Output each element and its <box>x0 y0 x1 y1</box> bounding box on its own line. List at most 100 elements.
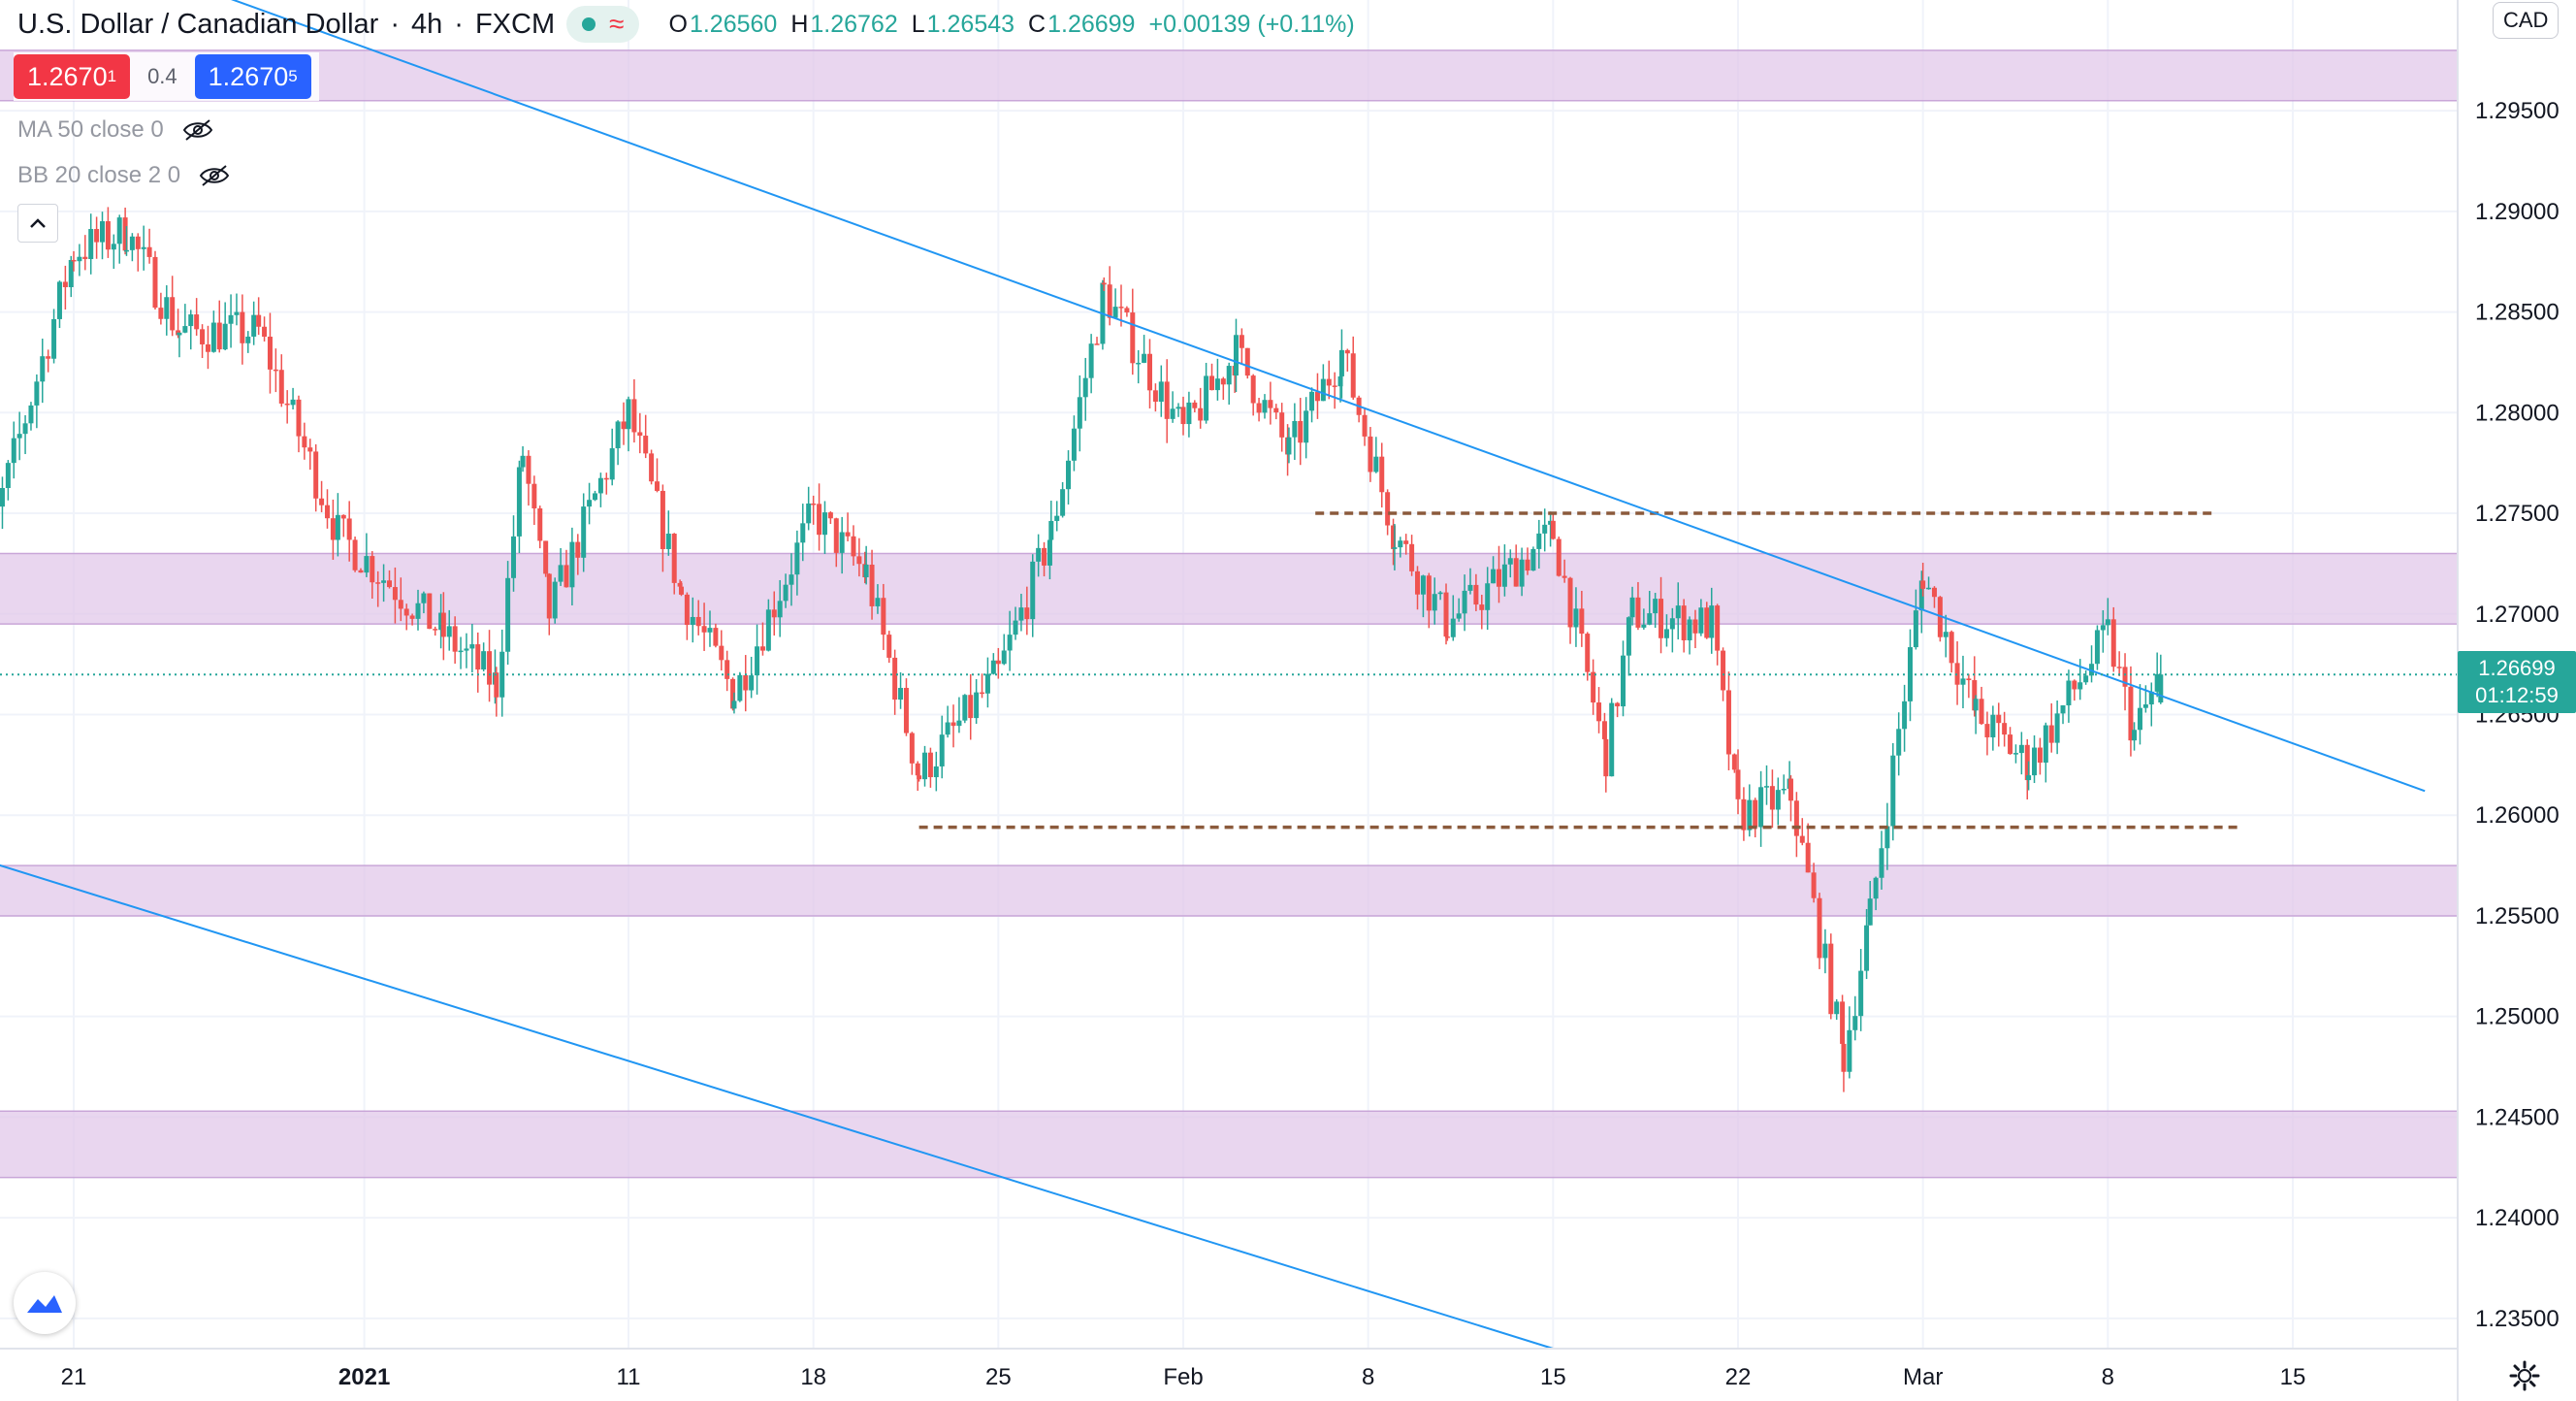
candle-body <box>1601 721 1607 739</box>
close-value: 1.26699 <box>1047 10 1136 38</box>
currency-badge[interactable]: CAD <box>2493 2 2560 39</box>
tradingview-logo-button[interactable] <box>14 1272 76 1334</box>
candle-body <box>1048 520 1054 540</box>
candle-body <box>1001 650 1007 665</box>
candle-body <box>46 356 51 359</box>
candle-body <box>1596 702 1602 722</box>
candle-body <box>856 556 862 565</box>
candle-body <box>1954 663 1960 685</box>
candle-body <box>1220 378 1226 385</box>
collapse-legend-button[interactable] <box>17 204 58 243</box>
candle-body <box>922 752 928 780</box>
candle-body <box>452 626 458 652</box>
candle-body <box>1687 619 1692 640</box>
candle-body <box>839 532 845 553</box>
candle-body <box>1344 349 1350 354</box>
candle-body <box>440 612 446 637</box>
candle-body <box>1913 610 1918 648</box>
candle-body <box>1731 754 1737 770</box>
candle-body <box>1787 778 1793 801</box>
candle-body <box>917 775 922 780</box>
candle-body <box>2132 730 2138 741</box>
candle-body <box>945 722 950 735</box>
eye-off-icon[interactable] <box>181 118 214 142</box>
candle-body <box>234 311 240 315</box>
candle-body <box>2142 704 2148 708</box>
low-value: 1.26543 <box>926 10 1015 38</box>
candle-body <box>939 734 945 766</box>
candle-body <box>1368 436 1373 472</box>
horizontal-levels <box>918 511 2240 830</box>
candle-body <box>1256 403 1262 413</box>
chart-settings-button[interactable] <box>2505 1356 2544 1395</box>
candle-body <box>2032 747 2038 776</box>
eye-off-icon[interactable] <box>198 164 231 187</box>
timeframe-label[interactable]: 4h <box>411 8 443 40</box>
candle-body <box>903 688 909 733</box>
candle-body <box>1337 375 1343 387</box>
candle-body <box>129 236 135 250</box>
candle-body <box>375 582 381 584</box>
candle-body <box>875 598 881 606</box>
candle-body <box>1136 362 1142 365</box>
candle-body <box>1817 897 1822 959</box>
candle-body <box>51 318 57 359</box>
candle-body <box>1692 619 1698 634</box>
indicator-ma[interactable]: MA 50 close 0 <box>17 109 214 151</box>
candle-body <box>1603 738 1609 777</box>
time-axis-label: 25 <box>985 1364 1012 1390</box>
candle-body <box>543 540 549 574</box>
low-label: L <box>911 10 925 38</box>
candle-body <box>1663 629 1669 638</box>
candle-body <box>671 534 677 583</box>
candle-body <box>2012 753 2018 755</box>
candle-body <box>1615 702 1621 707</box>
candle-body <box>364 556 370 573</box>
candle-body <box>1030 561 1036 620</box>
candle-body <box>105 221 111 250</box>
candle-body <box>335 514 340 540</box>
sell-pip: 1 <box>107 67 117 85</box>
candle-body <box>1579 608 1585 635</box>
candle-body <box>1273 407 1279 413</box>
candle-body <box>1864 925 1870 971</box>
buy-button[interactable]: 1.2670 5 <box>194 54 311 99</box>
candle-body <box>1513 558 1519 587</box>
candle-body <box>1244 347 1250 376</box>
candle-body <box>273 369 278 372</box>
candle-body <box>1094 343 1100 345</box>
candle-body <box>386 580 392 588</box>
candle-body <box>990 660 996 674</box>
candle-body <box>1112 307 1118 318</box>
time-axis-label: 11 <box>617 1364 641 1390</box>
candle-body <box>1920 580 1926 589</box>
price-axis-label: 1.28500 <box>2475 300 2560 326</box>
candle-body <box>811 503 817 505</box>
candle-body <box>1847 1029 1852 1072</box>
indicator-bb[interactable]: BB 20 close 2 0 <box>17 154 231 197</box>
candle-body <box>1420 575 1426 595</box>
candle-body <box>707 628 713 633</box>
candle-body <box>16 434 22 439</box>
candle-body <box>684 594 690 626</box>
time-axis-labels: 21 2021 11 18 25 Feb 8 15 22 Mar 8 15 <box>61 1364 2306 1390</box>
candle-body <box>1209 375 1215 391</box>
candle-body <box>194 314 200 330</box>
candle-body <box>984 673 990 694</box>
candle-body <box>755 646 760 676</box>
candle-body <box>1721 650 1726 691</box>
candle-body <box>1525 559 1530 571</box>
candle-body <box>1066 460 1072 490</box>
spread-value: 0.4 <box>147 64 177 88</box>
market-status-pill[interactable]: ≈ <box>566 6 640 43</box>
candle-body <box>1653 599 1658 614</box>
sell-button[interactable]: 1.2670 1 <box>14 54 131 99</box>
candle-body <box>56 281 62 319</box>
symbol-title[interactable]: U.S. Dollar / Canadian Dollar <box>17 8 379 40</box>
candle-body <box>1239 335 1244 348</box>
candle-body <box>1326 378 1332 386</box>
candle-body <box>5 463 11 489</box>
candle-body <box>182 326 188 333</box>
candle-body <box>677 582 683 587</box>
